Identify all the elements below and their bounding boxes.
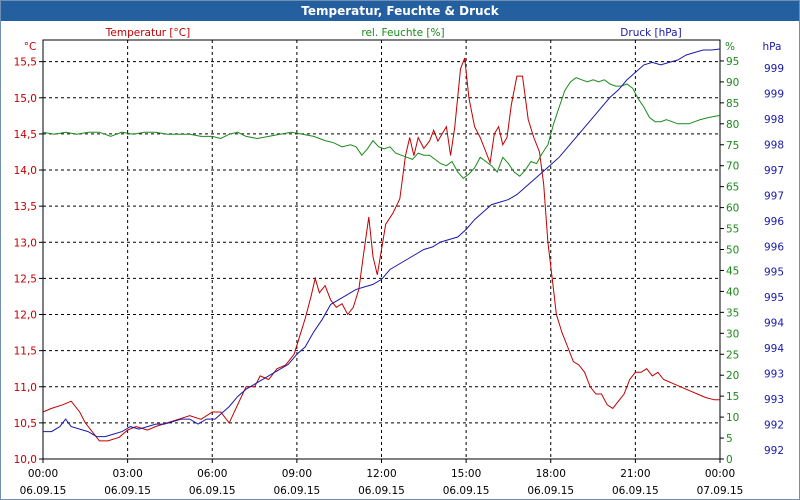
y-humidity-tick-label: 50 bbox=[726, 245, 739, 257]
x-tick-label-time: 06:00 bbox=[197, 468, 227, 480]
y-humidity-tick-label: 35 bbox=[726, 307, 739, 319]
y-left-unit: °C bbox=[24, 41, 37, 53]
x-tick-label-date: 06.09.15 bbox=[20, 485, 67, 497]
series-line-temperature bbox=[42, 57, 720, 442]
y-humidity-tick-label: 85 bbox=[726, 98, 739, 110]
x-tick-label-time: 18:00 bbox=[536, 468, 566, 480]
y-left-tick-label: 15,0 bbox=[14, 93, 37, 105]
axis-labels: 00:00 06.09.15 03:00 06.09.15 06:00 06.09.15 0… bbox=[14, 27, 785, 497]
x-tick-label-date: 06.09.15 bbox=[612, 485, 659, 497]
y-left-tick-label: 15,5 bbox=[14, 57, 37, 69]
x-tick-label-time: 21:00 bbox=[620, 468, 650, 480]
x-tick-label-time: 03:00 bbox=[112, 468, 142, 480]
legend-humidity: rel. Feuchte [%] bbox=[361, 27, 444, 39]
y-left-tick-label: 10,5 bbox=[14, 418, 37, 430]
y-pressure-tick-label: 997 bbox=[764, 190, 784, 202]
legend-temperature: Temperatur [°C] bbox=[105, 27, 190, 39]
x-tick-label-date: 06.09.15 bbox=[273, 485, 320, 497]
y-pressure-tick-label: 997 bbox=[764, 165, 784, 177]
y-pressure-tick-label: 998 bbox=[764, 139, 784, 151]
y-humidity-tick-label: 80 bbox=[726, 119, 739, 131]
y-left-tick-label: 11,0 bbox=[14, 382, 37, 394]
axis-ticks bbox=[39, 60, 724, 463]
y-humidity-tick-label: 75 bbox=[726, 140, 739, 152]
x-tick-label-date: 06.09.15 bbox=[358, 485, 405, 497]
y-humidity-tick-label: 25 bbox=[726, 349, 739, 361]
y-left-tick-label: 13,0 bbox=[14, 237, 37, 249]
y-left-tick-label: 12,0 bbox=[14, 310, 37, 322]
legend-pressure: Druck [hPa] bbox=[620, 27, 681, 39]
y-pressure-tick-label: 995 bbox=[764, 267, 784, 279]
y-humidity-tick-label: 10 bbox=[726, 412, 739, 424]
x-tick-label-time: 09:00 bbox=[282, 468, 312, 480]
x-tick-label-time: 00:00 bbox=[28, 468, 58, 480]
y-pressure-tick-label: 992 bbox=[764, 420, 784, 432]
y-humidity-tick-label: 60 bbox=[726, 203, 739, 215]
y-pressure-tick-label: 994 bbox=[764, 318, 784, 330]
y-pressure-tick-label: 996 bbox=[764, 241, 784, 253]
x-tick-label-date: 06.09.15 bbox=[443, 485, 490, 497]
x-tick-label-time: 00:00 bbox=[705, 468, 735, 480]
y-left-tick-label: 14,5 bbox=[14, 129, 37, 141]
x-tick-label-date: 07.09.15 bbox=[697, 485, 744, 497]
y-pressure-tick-label: 995 bbox=[764, 292, 784, 304]
y-left-tick-label: 13,5 bbox=[14, 201, 37, 213]
y-left-tick-label: 12,5 bbox=[14, 273, 37, 285]
y-humidity-tick-label: 90 bbox=[726, 77, 739, 89]
y-pressure-tick-label: 993 bbox=[764, 369, 784, 381]
y-humidity-tick-label: 70 bbox=[726, 161, 739, 173]
y-pressure-tick-label: 993 bbox=[764, 394, 784, 406]
y-humidity-unit: % bbox=[725, 41, 735, 53]
y-humidity-tick-label: 40 bbox=[726, 286, 739, 298]
y-pressure-tick-label: 992 bbox=[764, 445, 784, 457]
y-humidity-tick-label: 65 bbox=[726, 182, 739, 194]
series-line-humidity bbox=[42, 77, 721, 179]
y-pressure-tick-label: 998 bbox=[764, 114, 784, 126]
x-tick-label-date: 06.09.15 bbox=[104, 485, 151, 497]
y-pressure-unit: hPa bbox=[763, 41, 782, 53]
y-pressure-tick-label: 996 bbox=[764, 216, 784, 228]
y-humidity-tick-label: 95 bbox=[726, 56, 739, 68]
y-pressure-tick-label: 999 bbox=[764, 63, 784, 75]
series-layer bbox=[42, 48, 721, 442]
y-humidity-tick-label: 45 bbox=[726, 265, 739, 277]
y-humidity-tick-label: 55 bbox=[726, 224, 739, 236]
x-tick-label-time: 15:00 bbox=[451, 468, 481, 480]
chart-title: Temperatur, Feuchte & Druck bbox=[1, 1, 799, 21]
y-humidity-tick-label: 5 bbox=[726, 433, 733, 445]
series-line-pressure bbox=[43, 48, 721, 438]
y-left-tick-label: 10,0 bbox=[14, 454, 37, 466]
y-pressure-tick-label: 999 bbox=[764, 88, 784, 100]
x-tick-label-date: 06.09.15 bbox=[189, 485, 236, 497]
y-left-tick-label: 11,5 bbox=[14, 346, 37, 358]
y-humidity-tick-label: 0 bbox=[726, 454, 733, 466]
x-tick-label-time: 12:00 bbox=[366, 468, 396, 480]
y-humidity-tick-label: 20 bbox=[726, 370, 739, 382]
grid-lines bbox=[43, 40, 720, 459]
y-humidity-tick-label: 15 bbox=[726, 391, 739, 403]
y-humidity-tick-label: 30 bbox=[726, 328, 739, 340]
y-pressure-tick-label: 994 bbox=[764, 343, 784, 355]
x-tick-label-date: 06.09.15 bbox=[527, 485, 574, 497]
y-left-tick-label: 14,0 bbox=[14, 165, 37, 177]
